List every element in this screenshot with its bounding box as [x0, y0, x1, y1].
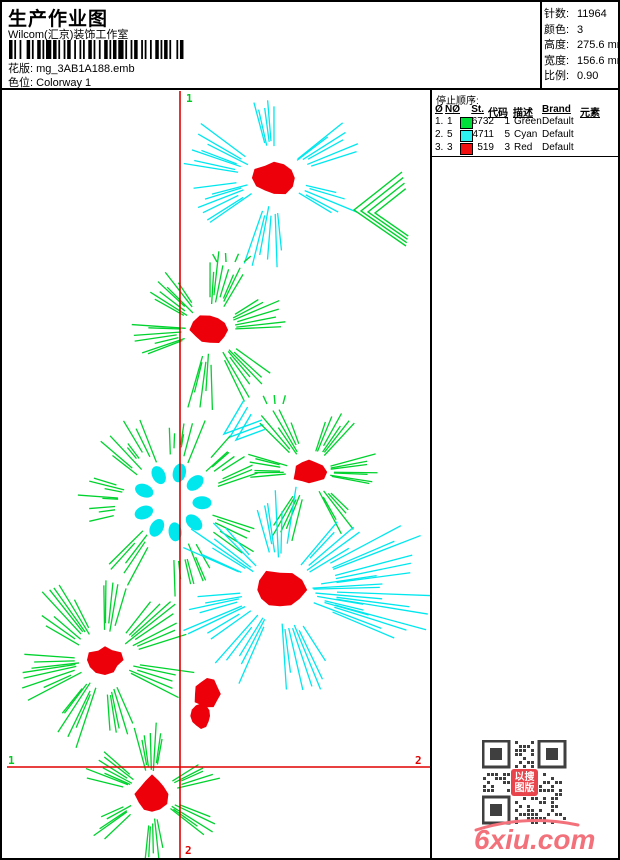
- row-needle: 5: [447, 129, 453, 140]
- stats-panel: 针数: 11964 颜色: 3 高度: 275.6 mm 宽度: 156.6 mm 比例: 0.9…: [544, 7, 618, 85]
- barcode: [9, 40, 184, 59]
- row-stitches: 4711: [472, 129, 494, 140]
- stat-label: 比例:: [544, 70, 570, 82]
- stat-label: 针数:: [544, 8, 570, 20]
- stat-value: 0.90: [577, 70, 599, 82]
- stat-value: 3: [577, 23, 584, 36]
- col-brand: Brand: [542, 104, 571, 115]
- row-stitches: 6732: [471, 116, 494, 127]
- stat-row: 比例: 0.90: [544, 69, 618, 85]
- pattern-label: 花版:: [8, 63, 34, 75]
- stop-sequence-row: 3. 3 519 3 Red Default: [432, 142, 618, 155]
- thread-color-swatch: [460, 117, 473, 129]
- row-stitches: 519: [477, 142, 494, 153]
- body-divider: [430, 90, 432, 858]
- header-divider: [540, 2, 542, 90]
- svg-text:图版: 图版: [515, 781, 535, 794]
- flower-ringburst: [77, 419, 259, 597]
- row-brand: Default: [542, 129, 574, 140]
- watermark-swoosh: [474, 819, 580, 832]
- row-seq: 1.: [435, 116, 444, 127]
- row-seq: 2.: [435, 129, 444, 140]
- crosshair-marker-2: 2: [185, 844, 192, 857]
- thread-color-swatch: [460, 143, 473, 155]
- flower-burst: [183, 486, 430, 691]
- stat-row: 颜色: 3: [544, 23, 618, 39]
- col-seq: Ø: [435, 104, 443, 115]
- flower-fern: [352, 171, 409, 247]
- studio-subtitle: Wilcom(汇京)装饰工作室: [8, 29, 129, 41]
- row-needle: 1: [447, 116, 453, 127]
- row-desc: Red: [514, 142, 533, 153]
- row-brand: Default: [542, 142, 574, 153]
- flower-burst: [131, 251, 286, 410]
- row-code: 5: [504, 129, 510, 140]
- stat-value: 11964: [577, 8, 607, 20]
- row-code: 3: [504, 142, 510, 153]
- col-code: 代码: [488, 108, 508, 119]
- colorway-label: 色位:: [8, 77, 34, 89]
- colorway-value: Colorway 1: [36, 77, 92, 89]
- row-brand: Default: [542, 116, 574, 127]
- flower-sprig: [212, 252, 252, 263]
- crosshair-marker-2: 2: [415, 754, 422, 767]
- stat-label: 宽度:: [544, 54, 570, 67]
- stat-value: 156.6 mm: [577, 54, 618, 67]
- stat-label: 高度:: [544, 39, 570, 51]
- pattern-row: 花版: mg_3AB1A188.emb: [8, 60, 135, 76]
- stat-value: 275.6 mm: [577, 39, 618, 51]
- row-needle: 3: [447, 142, 453, 153]
- stat-row: 高度: 275.6 mm: [544, 38, 618, 54]
- flower-burst: [183, 100, 359, 268]
- col-desc: 描述: [513, 108, 533, 119]
- row-seq: 3.: [435, 142, 444, 153]
- row-desc: Cyan: [514, 129, 538, 140]
- crosshair-marker-1: 1: [8, 754, 15, 767]
- colorway-row: 色位: Colorway 1: [8, 74, 91, 90]
- flower-burst: [21, 580, 195, 749]
- stop-sequence-row: 2. 5 4711 5 Cyan Default: [432, 129, 618, 142]
- design-canvas: 1 2 1 2: [7, 91, 430, 858]
- crosshair: 1 2 1 2: [7, 91, 430, 858]
- flower-blobs: [190, 678, 221, 729]
- stat-row: 宽度: 156.6 mm: [544, 54, 618, 70]
- flower-burst: [85, 722, 221, 858]
- row-code: 1: [504, 116, 510, 127]
- stat-row: 针数: 11964: [544, 7, 618, 23]
- stop-sequence-header: Ø NØ St. 代码 描述 Brand 元素: [432, 104, 618, 119]
- svg-text:以搜: 以搜: [515, 770, 536, 783]
- stop-sequence-title: 停止顺序:: [436, 96, 479, 107]
- col-element: 元素: [580, 108, 600, 119]
- stat-label: 颜色:: [544, 23, 570, 36]
- flower-burst: [248, 409, 378, 542]
- pattern-value: mg_3AB1A188.emb: [36, 63, 135, 75]
- col-stitches: St.: [471, 104, 484, 115]
- header-rule: [2, 88, 618, 90]
- row-desc: Green: [514, 116, 542, 127]
- watermark-text: 6xiu.com: [474, 824, 596, 855]
- thread-color-swatch: [460, 130, 473, 142]
- stop-sequence-row: 1. 1 6732 1 Green Default: [432, 116, 618, 129]
- crosshair-marker-1: 1: [186, 92, 193, 105]
- flower-fern: [222, 399, 266, 442]
- table-rule: [432, 156, 618, 157]
- col-needle: NØ: [445, 104, 460, 115]
- flower-sprig: [262, 394, 287, 405]
- page-title: 生产作业图: [8, 9, 109, 30]
